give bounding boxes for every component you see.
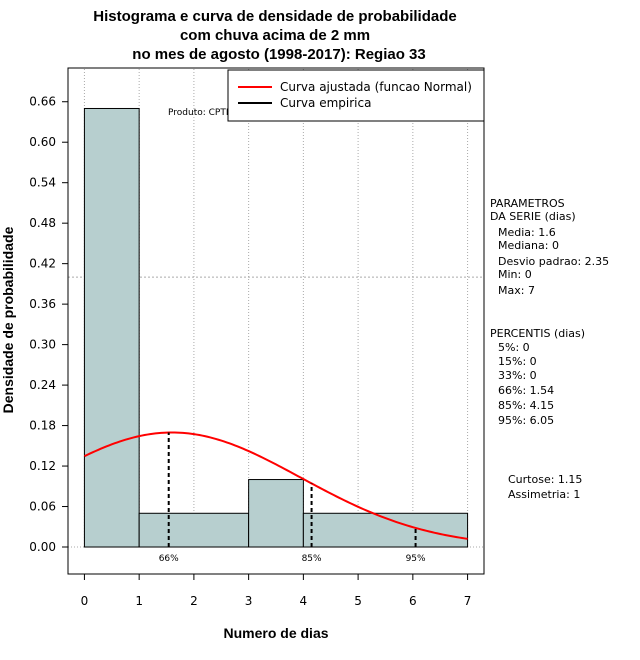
stat-desvio: Desvio padrao: 2.35: [498, 255, 609, 268]
x-tick-label-4: 4: [300, 594, 308, 608]
stat-assimetria: Assimetria: 1: [508, 488, 580, 501]
percentile-label-2: 95%: [406, 554, 426, 564]
x-tick-label-3: 3: [245, 594, 253, 608]
y-axis-title: Densidade de probabilidade: [0, 226, 16, 413]
chart-title-line-3: no mes de agosto (1998-2017): Regiao 33: [132, 46, 425, 63]
stat-min: Min: 0: [498, 268, 532, 281]
parametros-title-1: PARAMETROS: [490, 197, 565, 210]
y-tick-label-7: 0.42: [29, 257, 56, 271]
histogram-bar-2: [248, 479, 304, 548]
stat-curtose: Curtose: 1.15: [508, 473, 582, 486]
y-tick-label-11: 0.66: [29, 95, 56, 109]
parametros-title-2: DA SERIE (dias): [490, 210, 576, 223]
percentile-label-0: 66%: [159, 554, 179, 564]
x-tick-label-2: 2: [190, 594, 198, 608]
normal-curve-line: [83, 431, 468, 540]
axes-layer: 0.00 0.06 0.12 0.18 0.24 0.30 0.36 0.42 0.48 0.54…: [29, 95, 471, 608]
x-tick-label-6: 6: [409, 594, 417, 608]
x-tick-label-1: 1: [135, 594, 143, 608]
stat-max: Max: 7: [498, 284, 535, 297]
y-tick-label-0: 0.00: [29, 540, 56, 554]
legend-label-normal: Curva ajustada (funcao Normal): [280, 80, 472, 94]
legend: Curva ajustada (funcao Normal) Curva emp…: [227, 69, 485, 122]
x-axis-title: Numero de dias: [223, 625, 328, 641]
percentile-marker-layer: 66% 85% 95%: [159, 432, 426, 564]
x-tick-label-7: 7: [464, 594, 472, 608]
curve-layer: [83, 431, 468, 540]
legend-label-empirical: Curva empirica: [280, 96, 371, 110]
y-tick-label-9: 0.54: [29, 176, 56, 190]
bars-layer: [83, 107, 469, 548]
y-tick-label-6: 0.36: [29, 297, 56, 311]
percentil-85: 85%: 4.15: [498, 399, 554, 412]
y-tick-label-1: 0.06: [29, 500, 56, 514]
y-tick-label-10: 0.60: [29, 135, 56, 149]
y-tick-label-5: 0.30: [29, 338, 56, 352]
plot-frame: [67, 67, 485, 575]
percentil-33: 33%: 0: [498, 369, 537, 382]
percentil-66: 66%: 1.54: [498, 384, 554, 397]
product-label: Produto: CPTEC/INPE: [168, 108, 262, 118]
chart-title-line-2: com chuva acima de 2 mm: [180, 27, 370, 44]
x-tick-label-0: 0: [81, 594, 89, 608]
percentil-95: 95%: 6.05: [498, 414, 554, 427]
y-tick-label-4: 0.24: [29, 378, 56, 392]
x-tick-label-5: 5: [354, 594, 362, 608]
percentis-title: PERCENTIS (dias): [490, 327, 585, 340]
chart-title-line-1: Histograma e curva de densidade de proba…: [93, 8, 456, 25]
histogram-bar-1: [138, 512, 250, 548]
y-tick-label-8: 0.48: [29, 216, 56, 230]
percentil-5: 5%: 0: [498, 341, 530, 354]
stats-panel: PARAMETROS DA SERIE (dias) Media: 1.6 Me…: [490, 197, 609, 501]
percentil-15: 15%: 0: [498, 355, 537, 368]
legend-box: [227, 69, 485, 122]
histogram-bar-0: [83, 107, 140, 548]
stat-mediana: Mediana: 0: [498, 239, 559, 252]
y-tick-label-3: 0.18: [29, 419, 56, 433]
y-tick-label-2: 0.12: [29, 459, 56, 473]
stat-media: Media: 1.6: [498, 226, 556, 239]
percentile-label-1: 85%: [302, 554, 322, 564]
